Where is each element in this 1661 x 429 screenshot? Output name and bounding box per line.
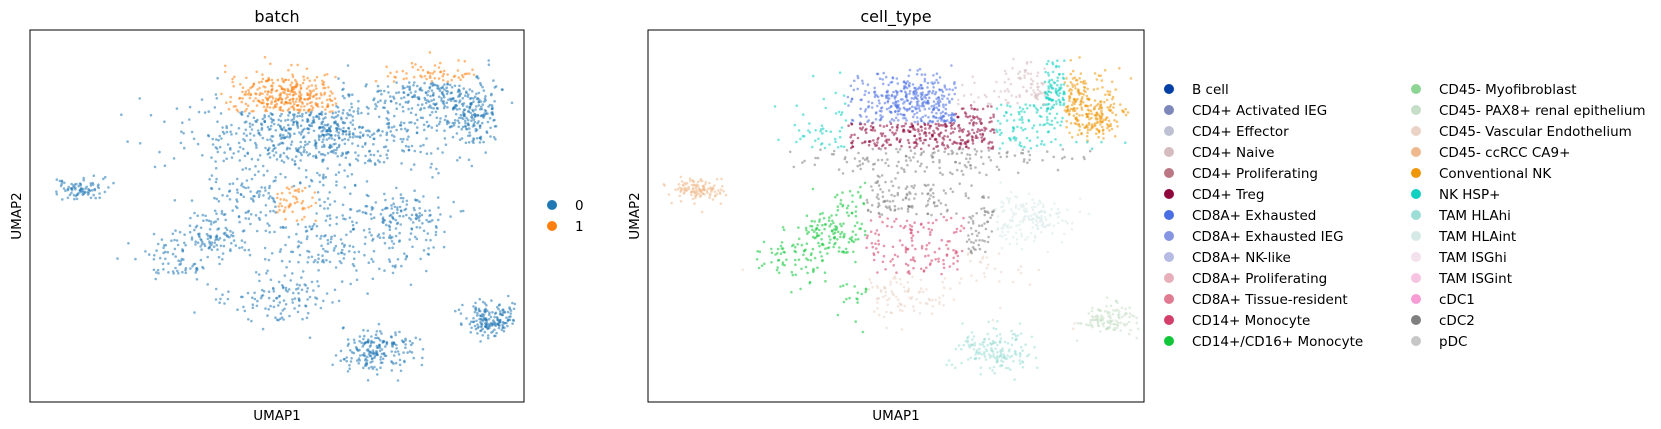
legend-marker bbox=[1164, 252, 1174, 262]
legend-marker bbox=[1164, 189, 1174, 199]
legend-label: CD4+ Proliferating bbox=[1192, 166, 1318, 182]
legend: B cell CD4+ Activated IEG CD4+ Effector CD4… bbox=[1164, 82, 1646, 350]
legend-label: CD8A+ Tissue-resident bbox=[1192, 292, 1348, 308]
batch-panel: batch UMAP1 UMAP2 01 bbox=[9, 7, 584, 424]
legend-label: TAM HLAhi bbox=[1438, 208, 1511, 224]
legend-marker bbox=[1411, 273, 1421, 283]
legend-marker bbox=[1164, 273, 1174, 283]
legend-label: CD8A+ NK-like bbox=[1192, 250, 1291, 266]
legend-marker bbox=[1164, 84, 1174, 94]
legend-label: CD4+ Activated IEG bbox=[1192, 103, 1327, 119]
legend-marker bbox=[1411, 84, 1421, 94]
legend-marker bbox=[1164, 336, 1174, 346]
legend-label: CD45- PAX8+ renal epithelium bbox=[1439, 103, 1646, 119]
legend-label: cDC2 bbox=[1439, 313, 1475, 329]
legend-marker bbox=[547, 200, 557, 210]
legend-marker bbox=[1411, 189, 1421, 199]
legend-label: CD45- Vascular Endothelium bbox=[1439, 124, 1632, 140]
legend-marker bbox=[1164, 105, 1174, 115]
legend-marker bbox=[1411, 336, 1421, 346]
legend-label: CD8A+ Exhausted bbox=[1192, 208, 1316, 224]
y-axis-label: UMAP2 bbox=[627, 192, 643, 240]
legend-label: Conventional NK bbox=[1439, 166, 1552, 182]
plot-frame bbox=[29, 29, 525, 403]
scatter-points bbox=[55, 51, 517, 382]
legend-marker bbox=[1411, 315, 1421, 325]
legend-label: CD4+ Treg bbox=[1192, 187, 1264, 203]
plot-frame bbox=[647, 29, 1145, 403]
chart-title: cell_type bbox=[860, 7, 931, 27]
x-axis-label: UMAP1 bbox=[872, 408, 920, 424]
legend-marker bbox=[1411, 126, 1421, 136]
legend-marker bbox=[1411, 168, 1421, 178]
legend-label: CD45- ccRCC CA9+ bbox=[1439, 145, 1570, 161]
legend-label: CD8A+ Exhausted IEG bbox=[1192, 229, 1344, 245]
cell-type-panel: cell_type UMAP1 UMAP2 B cell CD4+ Activat… bbox=[627, 7, 1646, 424]
legend-label: NK HSP+ bbox=[1439, 187, 1500, 203]
legend-marker bbox=[1411, 210, 1421, 220]
legend-marker bbox=[1411, 252, 1421, 262]
legend-label: TAM ISGhi bbox=[1438, 250, 1507, 266]
legend-marker bbox=[547, 221, 557, 231]
legend-label: cDC1 bbox=[1439, 292, 1475, 308]
legend-marker bbox=[1164, 231, 1174, 241]
legend-marker bbox=[1411, 294, 1421, 304]
legend-label: CD14+/CD16+ Monocyte bbox=[1192, 334, 1363, 350]
legend-marker bbox=[1164, 294, 1174, 304]
legend-label: CD45- Myofibroblast bbox=[1439, 82, 1577, 98]
legend-marker bbox=[1164, 315, 1174, 325]
legend-label: 0 bbox=[575, 198, 584, 214]
legend-label: 1 bbox=[575, 219, 584, 235]
legend-marker bbox=[1164, 147, 1174, 157]
y-axis-label: UMAP2 bbox=[9, 192, 25, 240]
legend: 01 bbox=[547, 198, 584, 235]
legend-label: B cell bbox=[1192, 82, 1229, 98]
legend-label: CD8A+ Proliferating bbox=[1192, 271, 1327, 287]
x-axis-label: UMAP1 bbox=[253, 408, 301, 424]
legend-marker bbox=[1164, 210, 1174, 220]
legend-label: TAM HLAint bbox=[1438, 229, 1516, 245]
legend-marker bbox=[1411, 147, 1421, 157]
scatter-points bbox=[662, 56, 1140, 381]
legend-label: CD14+ Monocyte bbox=[1192, 313, 1310, 329]
legend-label: CD4+ Effector bbox=[1192, 124, 1289, 140]
legend-marker bbox=[1411, 231, 1421, 241]
legend-marker bbox=[1164, 126, 1174, 136]
legend-marker bbox=[1164, 168, 1174, 178]
legend-marker bbox=[1411, 105, 1421, 115]
legend-label: TAM ISGint bbox=[1438, 271, 1512, 287]
legend-label: pDC bbox=[1439, 334, 1467, 350]
chart-title: batch bbox=[254, 7, 299, 26]
legend-label: CD4+ Naive bbox=[1192, 145, 1274, 161]
